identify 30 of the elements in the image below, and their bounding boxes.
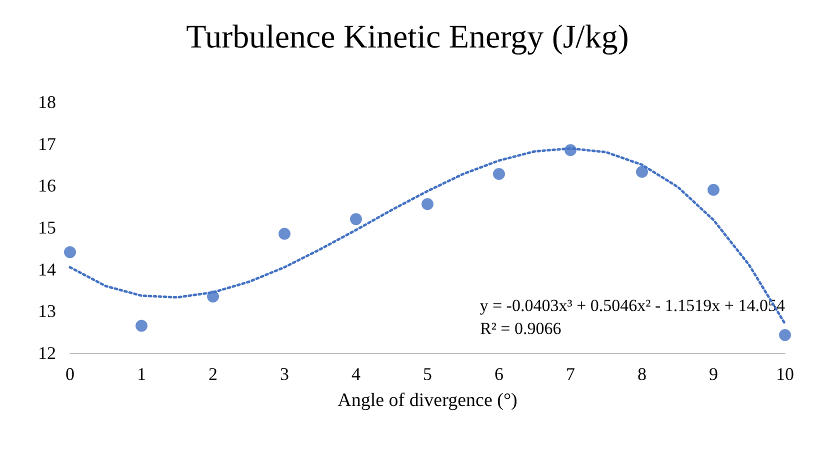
x-tick-label: 6 xyxy=(494,364,504,384)
y-tick-label: 14 xyxy=(38,259,56,280)
point xyxy=(64,246,76,258)
x-tick-label: 4 xyxy=(352,364,360,384)
point xyxy=(708,184,720,196)
x-axis-title: Angle of divergence (°) xyxy=(338,390,518,411)
annotation: R² = 0.9066 xyxy=(480,319,562,338)
point xyxy=(636,166,648,178)
point xyxy=(278,228,290,240)
x-tick-label: 10 xyxy=(776,364,794,384)
x-tick-label: 2 xyxy=(208,364,218,384)
chart-title: Turbulence Kinetic Energy (J/kg) xyxy=(186,20,629,56)
y-tick-label: 13 xyxy=(38,301,56,322)
x-tick-label: 8 xyxy=(638,364,646,384)
y-tick-label: 16 xyxy=(38,176,56,196)
point xyxy=(136,320,148,332)
point xyxy=(422,198,434,210)
x-tick-label: 9 xyxy=(709,364,718,384)
y-tick-label: 12 xyxy=(38,343,56,363)
x-tick-label: 1 xyxy=(137,364,146,384)
y-tick-label: 18 xyxy=(38,92,56,112)
x-tick-label: 7 xyxy=(566,364,575,384)
x-tick-label: 5 xyxy=(423,364,432,384)
y-tick-label: 15 xyxy=(38,218,56,238)
point xyxy=(350,213,362,226)
point xyxy=(493,168,505,180)
x-tick-label: 3 xyxy=(280,364,289,384)
point xyxy=(779,329,791,342)
x-tick-label: 0 xyxy=(66,364,74,384)
y-tick-label: 17 xyxy=(38,134,56,154)
